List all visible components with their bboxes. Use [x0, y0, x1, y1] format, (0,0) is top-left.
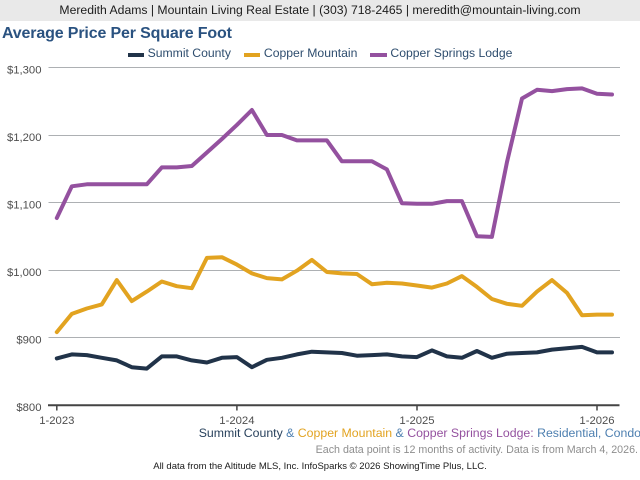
svg-text:1-2025: 1-2025 [399, 415, 434, 427]
svg-text:$900: $900 [16, 334, 41, 346]
svg-text:$1,300: $1,300 [7, 64, 42, 76]
svg-text:$1,000: $1,000 [7, 267, 42, 279]
svg-text:1-2023: 1-2023 [39, 415, 74, 427]
svg-text:$1,100: $1,100 [7, 199, 42, 211]
svg-text:1-2024: 1-2024 [219, 415, 254, 427]
svg-text:1-2026: 1-2026 [579, 415, 614, 427]
svg-text:$1,200: $1,200 [7, 132, 42, 144]
svg-text:$800: $800 [16, 402, 41, 414]
